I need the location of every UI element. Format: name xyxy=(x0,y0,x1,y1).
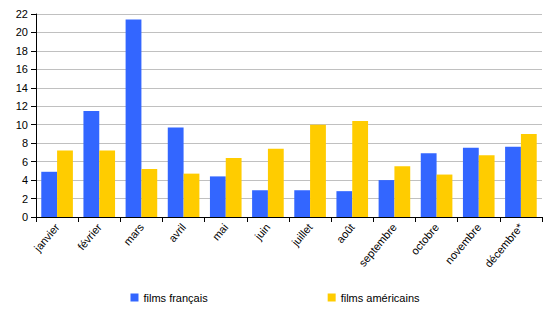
svg-text:20: 20 xyxy=(16,26,28,38)
svg-text:octobre: octobre xyxy=(408,221,441,257)
svg-text:films français: films français xyxy=(143,292,208,304)
svg-text:6: 6 xyxy=(22,156,28,168)
svg-text:novembre: novembre xyxy=(443,221,484,266)
svg-text:16: 16 xyxy=(16,63,28,75)
svg-text:films américains: films américains xyxy=(341,292,420,304)
svg-text:14: 14 xyxy=(16,82,28,94)
svg-text:4: 4 xyxy=(22,174,28,186)
svg-text:juin: juin xyxy=(252,221,273,243)
svg-text:février: février xyxy=(75,221,104,252)
svg-text:10: 10 xyxy=(16,119,28,131)
svg-text:août: août xyxy=(334,221,357,245)
svg-text:18: 18 xyxy=(16,45,28,57)
svg-text:juillet: juillet xyxy=(289,221,315,249)
svg-text:mars: mars xyxy=(121,221,146,248)
svg-text:12: 12 xyxy=(16,100,28,112)
svg-text:0: 0 xyxy=(22,211,28,223)
svg-text:janvier: janvier xyxy=(31,221,62,255)
svg-text:2: 2 xyxy=(22,193,28,205)
svg-text:avril: avril xyxy=(166,221,188,244)
svg-text:22: 22 xyxy=(16,8,28,20)
svg-text:septembre: septembre xyxy=(356,221,399,269)
svg-text:décembre*: décembre* xyxy=(482,221,526,270)
svg-text:8: 8 xyxy=(22,137,28,149)
svg-text:mai: mai xyxy=(210,221,231,242)
